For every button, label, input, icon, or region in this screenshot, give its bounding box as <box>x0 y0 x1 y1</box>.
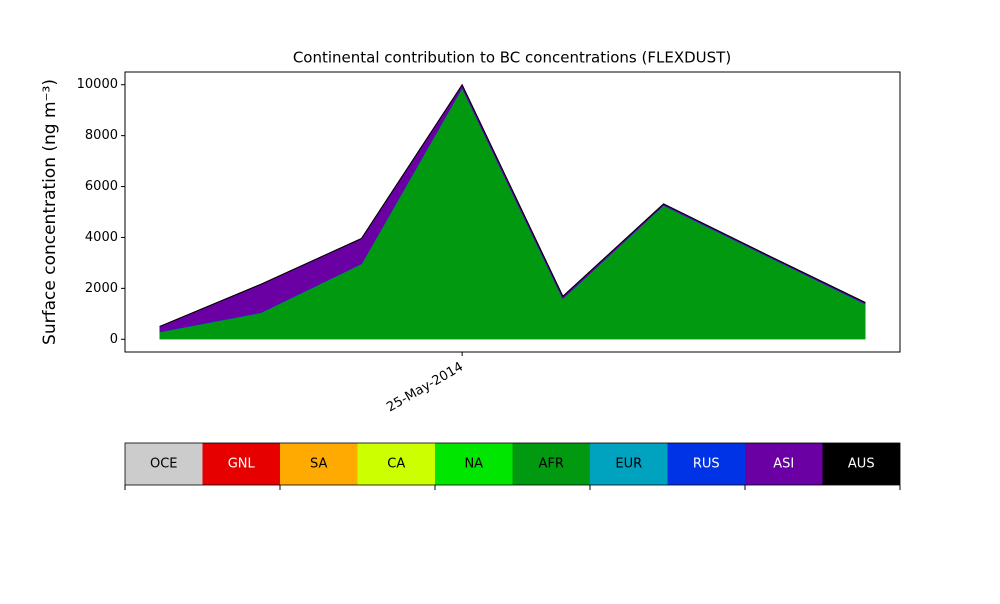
legend-label: ASI <box>773 457 794 472</box>
chart-title: Continental contribution to BC concentra… <box>293 49 731 67</box>
y-tick-label: 2000 <box>85 281 118 296</box>
legend-label: GNL <box>228 457 256 472</box>
legend-label: SA <box>310 457 327 472</box>
y-tick-label: 6000 <box>85 179 118 194</box>
y-tick-label: 4000 <box>85 230 118 245</box>
y-tick-label: 8000 <box>85 128 118 143</box>
y-tick-label: 0 <box>110 332 118 347</box>
y-tick-label: 10000 <box>77 77 118 92</box>
x-tick-label: 25-May-2014 <box>384 360 466 416</box>
legend-label: RUS <box>693 457 720 472</box>
legend-label: OCE <box>150 457 178 472</box>
legend-label: AUS <box>848 457 875 472</box>
y-axis-label: Surface concentration (ng m⁻³) <box>40 79 60 345</box>
legend-label: CA <box>387 457 405 472</box>
legend-label: NA <box>464 457 483 472</box>
legend-label: AFR <box>539 457 564 472</box>
legend-label: EUR <box>615 457 642 472</box>
